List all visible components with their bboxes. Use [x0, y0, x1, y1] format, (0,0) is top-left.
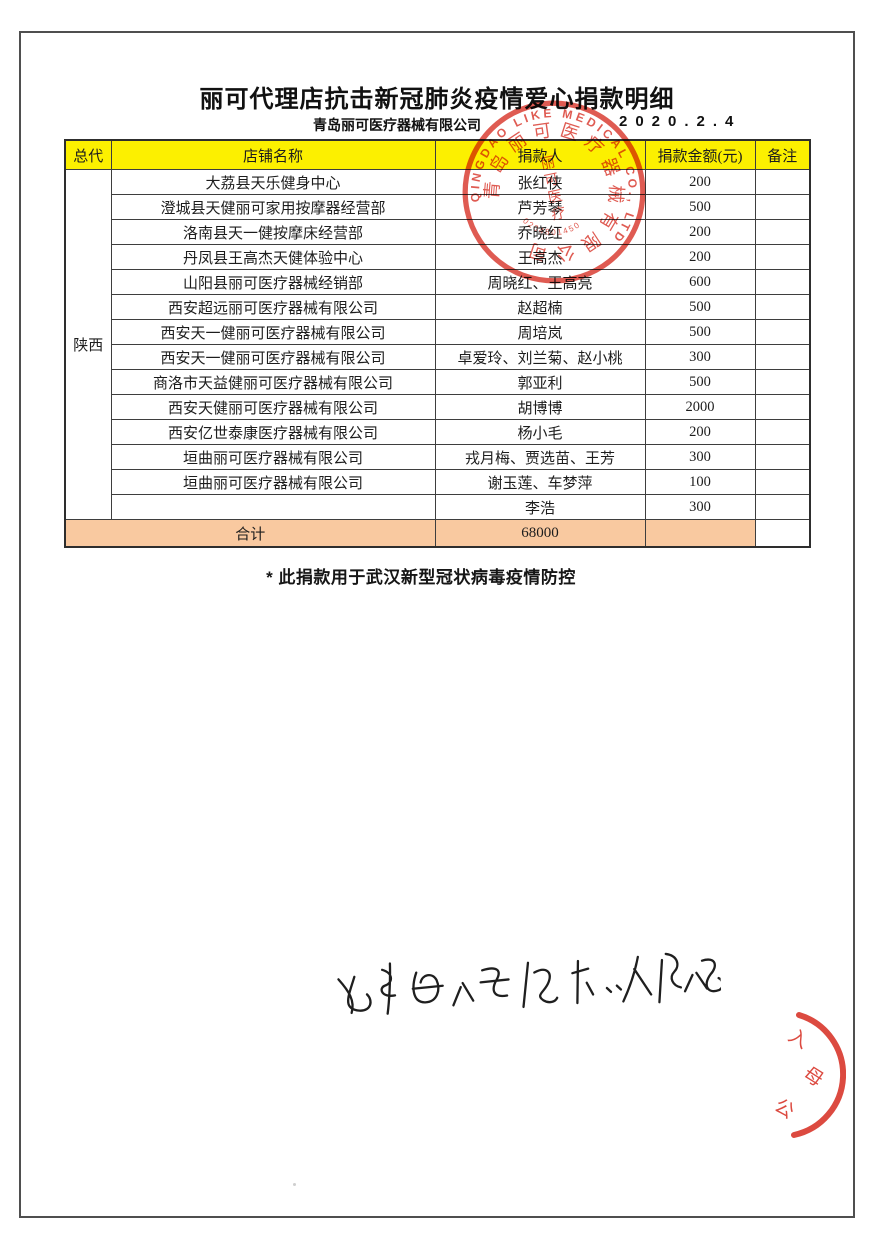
cell-donor: 谢玉莲、车梦萍: [434, 469, 646, 495]
cell-note: [754, 294, 811, 320]
cell-amount: 2000: [644, 394, 756, 420]
cell-store: 丹凤县王高杰天健体验中心: [110, 244, 436, 270]
cell-store: 西安天健丽可医疗器械有限公司: [110, 394, 436, 420]
partial-seal-char: 入: [784, 1025, 811, 1053]
cell-note: [754, 244, 811, 270]
cell-store: 澄城县天健丽可家用按摩器经营部: [110, 194, 436, 220]
scan-speck: [293, 1183, 296, 1186]
table-row: 陕西 大荔县天乐健身中心 张红侠 200: [64, 169, 811, 520]
cell-amount: 600: [644, 269, 756, 295]
cell-note: [754, 219, 811, 245]
table-row: 垣曲丽可医疗器械有限公司 戎月梅、贾选苗、王芳 300: [65, 444, 811, 470]
cell-store: [110, 494, 436, 520]
cell-note: [754, 494, 811, 520]
cell-amount: 500: [644, 369, 756, 395]
company-name: 青岛丽可医疗器械有限公司: [313, 117, 481, 133]
cell-note: [754, 269, 811, 295]
cell-donor: 周培岚: [434, 319, 646, 345]
table-row: 洛南县天一健按摩床经营部 乔晓红 200: [65, 219, 811, 245]
cell-note: [754, 444, 811, 470]
cell-store: 垣曲丽可医疗器械有限公司: [110, 444, 436, 470]
handwritten-note: [337, 952, 723, 1015]
col-header-region: 总代: [64, 139, 112, 170]
table-row: 西安天一健丽可医疗器械有限公司 周培岚 500: [65, 319, 811, 345]
cell-amount: 200: [644, 169, 756, 195]
cell-donor: 郭亚利: [434, 369, 646, 395]
cell-donor: 胡博博: [434, 394, 646, 420]
total-label: 合计: [64, 519, 436, 548]
cell-amount: 500: [644, 194, 756, 220]
cell-amount: 500: [644, 319, 756, 345]
cell-note: [754, 394, 811, 420]
total-row: 合计 68000: [64, 519, 810, 548]
cell-amount: 300: [644, 344, 756, 370]
partial-seal-char: 公: [770, 1095, 797, 1123]
col-header-donor: 捐款人: [434, 139, 646, 170]
col-header-note: 备注: [754, 139, 811, 170]
cell-amount: 300: [644, 444, 756, 470]
cell-note: [754, 419, 811, 445]
cell-donor: 戎月梅、贾选苗、王芳: [434, 444, 646, 470]
cell-store: 洛南县天一健按摩床经营部: [110, 219, 436, 245]
cell-donor: 张红侠: [434, 169, 646, 195]
col-header-store: 店铺名称: [110, 139, 436, 170]
cell-amount: 200: [644, 419, 756, 445]
cell-donor: 周晓红、王高亮: [434, 269, 646, 295]
cell-donor: 赵超楠: [434, 294, 646, 320]
cell-store: 西安亿世泰康医疗器械有限公司: [110, 419, 436, 445]
cell-store: 垣曲丽可医疗器械有限公司: [110, 469, 436, 495]
cell-donor: 李浩: [434, 494, 646, 520]
cell-amount: 300: [644, 494, 756, 520]
cell-donor: 卓爱玲、刘兰菊、赵小桃: [434, 344, 646, 370]
table-row: 李浩 300: [65, 494, 811, 520]
cell-donor: 王高杰: [434, 244, 646, 270]
cell-store: 大荔县天乐健身中心: [110, 169, 436, 195]
total-amount: 68000: [434, 519, 646, 548]
cell-amount: 200: [644, 219, 756, 245]
donation-purpose-note: * 此捐款用于武汉新型冠状病毒疫情防控: [266, 568, 576, 587]
table-row: 西安天一健丽可医疗器械有限公司 卓爱玲、刘兰菊、赵小桃 300: [65, 344, 811, 370]
cell-store: 西安超远丽可医疗器械有限公司: [110, 294, 436, 320]
table-row: 澄城县天健丽可家用按摩器经营部 芦芳琴 500: [65, 194, 811, 220]
scanned-page: 丽可代理店抗击新冠肺炎疫情爱心捐款明细 青岛丽可医疗器械有限公司 2020.2.…: [19, 31, 855, 1218]
col-header-amount: 捐款金额(元): [644, 139, 756, 170]
cell-donor: 杨小毛: [434, 419, 646, 445]
table-header-row: 总代 店铺名称 捐款人 捐款金额(元) 备注: [64, 139, 811, 170]
table-row: 山阳县丽可医疗器械经销部 周晓红、王高亮 600: [65, 269, 811, 295]
cell-note: [754, 369, 811, 395]
partial-seal-char: 母: [799, 1063, 826, 1091]
page-title: 丽可代理店抗击新冠肺炎疫情爱心捐款明细: [199, 86, 675, 113]
cell-amount: 100: [644, 469, 756, 495]
table-row: 商洛市天益健丽可医疗器械有限公司 郭亚利 500: [65, 369, 811, 395]
cell-note: [754, 469, 811, 495]
cell-note: [754, 344, 811, 370]
partial-seal-arc: [791, 1012, 846, 1138]
cell-store: 西安天一健丽可医疗器械有限公司: [110, 344, 436, 370]
cell-donor: 芦芳琴: [434, 194, 646, 220]
table-row: 西安亿世泰康医疗器械有限公司 杨小毛 200: [65, 419, 811, 445]
cell-note: [754, 319, 811, 345]
cell-store: 山阳县丽可医疗器械经销部: [110, 269, 436, 295]
document-date: 2020.2.4: [619, 113, 742, 130]
table-row: 丹凤县王高杰天健体验中心 王高杰 200: [65, 244, 811, 270]
region-cell: 陕西: [64, 169, 112, 520]
table-row: 垣曲丽可医疗器械有限公司 谢玉莲、车梦萍 100: [65, 469, 811, 495]
cell-donor: 乔晓红: [434, 219, 646, 245]
table-row: 西安超远丽可医疗器械有限公司 赵超楠 500: [65, 294, 811, 320]
cell-amount: 500: [644, 294, 756, 320]
cell-amount: 200: [644, 244, 756, 270]
cell-store: 西安天一健丽可医疗器械有限公司: [110, 319, 436, 345]
total-note-cell: [644, 519, 756, 548]
donation-table: 总代 店铺名称 捐款人 捐款金额(元) 备注 陕西 大荔县天乐健身中心 张红侠 200…: [64, 139, 811, 548]
cell-note: [754, 169, 811, 195]
cell-note: [754, 194, 811, 220]
partial-seal-stamp: 入 母 公: [770, 1012, 846, 1138]
table-row: 西安天健丽可医疗器械有限公司 胡博博 2000: [65, 394, 811, 420]
cell-store: 商洛市天益健丽可医疗器械有限公司: [110, 369, 436, 395]
